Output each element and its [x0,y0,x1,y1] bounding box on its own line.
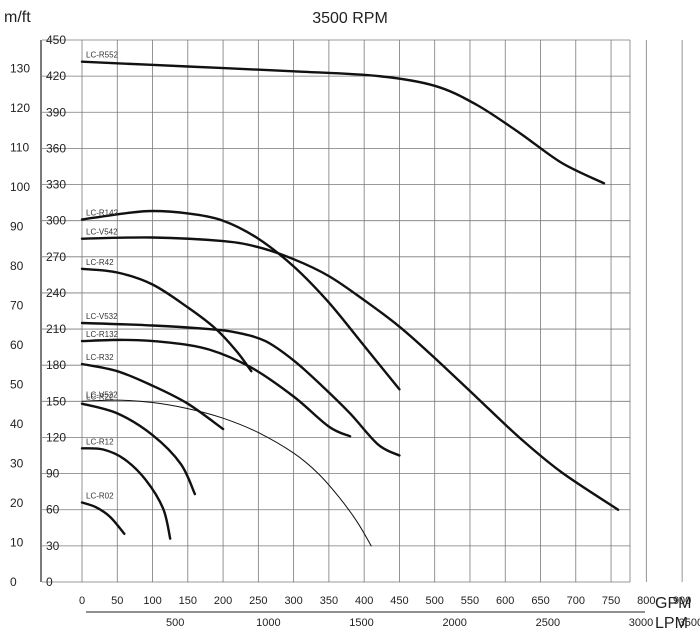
x-tick-label: 100 [143,595,161,607]
y-tick-label-m: 60 [10,338,24,352]
y-tick-label-m: 10 [10,535,24,549]
labels: LC-R552 LC-R142 LC-V542 LC-R42 LC-V532 LC-R13… [86,51,119,501]
y-tick-label-m: 0 [10,575,17,589]
series-label-lc-r552: LC-R552 [86,51,119,60]
lpm-tick-label: 2000 [442,617,466,629]
y-tick-label-ft: 360 [46,141,66,155]
series-label-lc-v542: LC-V542 [86,228,118,237]
x-axis-unit-gpm: GPM [655,595,691,612]
x-tick-label: 350 [320,595,338,607]
x-tick-label: 150 [179,595,197,607]
lpm-tick-label: 3000 [629,617,653,629]
grid: 0 50 100 150 200 250 300 350 400 450 500 550 600 650 7… [10,33,700,629]
y-tick-label-ft: 120 [46,430,66,444]
series-line-lc-r132 [80,338,352,438]
x-tick-label: 700 [567,595,585,607]
series-label-lc-r22: LC-R22 [86,393,114,402]
y-tick-label-m: 130 [10,61,30,75]
chart-title: 3500 RPM [312,10,388,27]
y-tick-label-m: 110 [10,140,29,154]
y-tick-label-m: 40 [10,417,24,431]
x-tick-label: 500 [426,595,444,607]
x-tick-label: 800 [637,595,655,607]
y-tick-label-m: 100 [10,180,30,194]
series-line-lc-r12 [80,447,172,540]
series-line-lc-r552 [80,60,606,185]
series-line-lc-r142 [80,209,401,391]
y-axis-unit: m/ft [4,9,31,26]
y-tick-label-m: 120 [10,101,30,115]
y-tick-label-ft: 450 [46,33,66,47]
y-tick-label-ft: 210 [46,322,66,336]
lpm-tick-label: 1500 [349,617,373,629]
y-tick-label-ft: 330 [46,178,66,192]
y-tick-label-m: 80 [10,259,24,273]
x-tick-label: 450 [390,595,408,607]
lpm-tick-label: 1000 [256,617,280,629]
x-tick-label: 250 [249,595,267,607]
y-tick-label-m: 20 [10,496,24,510]
y-tick-label-ft: 300 [46,214,66,228]
series-line-lc-r42 [80,267,253,373]
series-label-lc-r142: LC-R142 [86,208,119,217]
x-tick-label: 200 [214,595,232,607]
x-tick-label: 0 [79,595,85,607]
y-tick-label-ft: 90 [46,467,60,481]
series-label-lc-r32: LC-R32 [86,353,114,362]
y-tick-label-m: 90 [10,219,24,233]
x-tick-label: 50 [111,595,123,607]
y-tick-label-m: 50 [10,377,24,391]
series-line-lc-r22 [80,402,197,496]
y-tick-label-m: 70 [10,298,24,312]
x-tick-label: 650 [531,595,549,607]
series-line-lc-r02 [80,501,126,535]
series-line-lc-v522 [81,399,372,547]
curves [80,60,620,547]
y-tick-label-ft: 180 [46,358,66,372]
x-tick-label: 900 [673,595,691,607]
x-tick-label: 600 [496,595,514,607]
series-label-lc-r02: LC-R02 [86,492,114,501]
x-tick-label: 750 [602,595,620,607]
x-axis-unit-lpm: LPM [655,615,688,632]
lpm-tick-label: 500 [166,617,184,629]
lpm-tick-label: 2500 [536,617,560,629]
series-label-lc-r132: LC-R132 [86,330,119,339]
y-tick-label-ft: 0 [46,575,53,589]
x-tick-label: 400 [355,595,373,607]
y-tick-label-m: 30 [10,456,24,470]
y-tick-label-ft: 270 [46,250,66,264]
y-tick-label-ft: 30 [46,539,60,553]
y-tick-label-ft: 150 [46,394,66,408]
lpm-tick-label: 3500 [679,617,700,629]
x-tick-label: 300 [284,595,302,607]
series-line-lc-v532 [80,321,401,457]
y-tick-label-ft: 60 [46,503,60,517]
y-tick-label-ft: 390 [46,105,66,119]
series-label-lc-v522: LC-V522 [86,390,118,399]
series-line-lc-v542 [80,236,620,511]
series-label-lc-r42: LC-R42 [86,258,114,267]
y-tick-label-ft: 420 [46,69,66,83]
series-label-lc-r12: LC-R12 [86,437,114,446]
series-label-lc-v532: LC-V532 [86,312,118,321]
y-tick-label-ft: 240 [46,286,66,300]
x-tick-label: 550 [461,595,479,607]
